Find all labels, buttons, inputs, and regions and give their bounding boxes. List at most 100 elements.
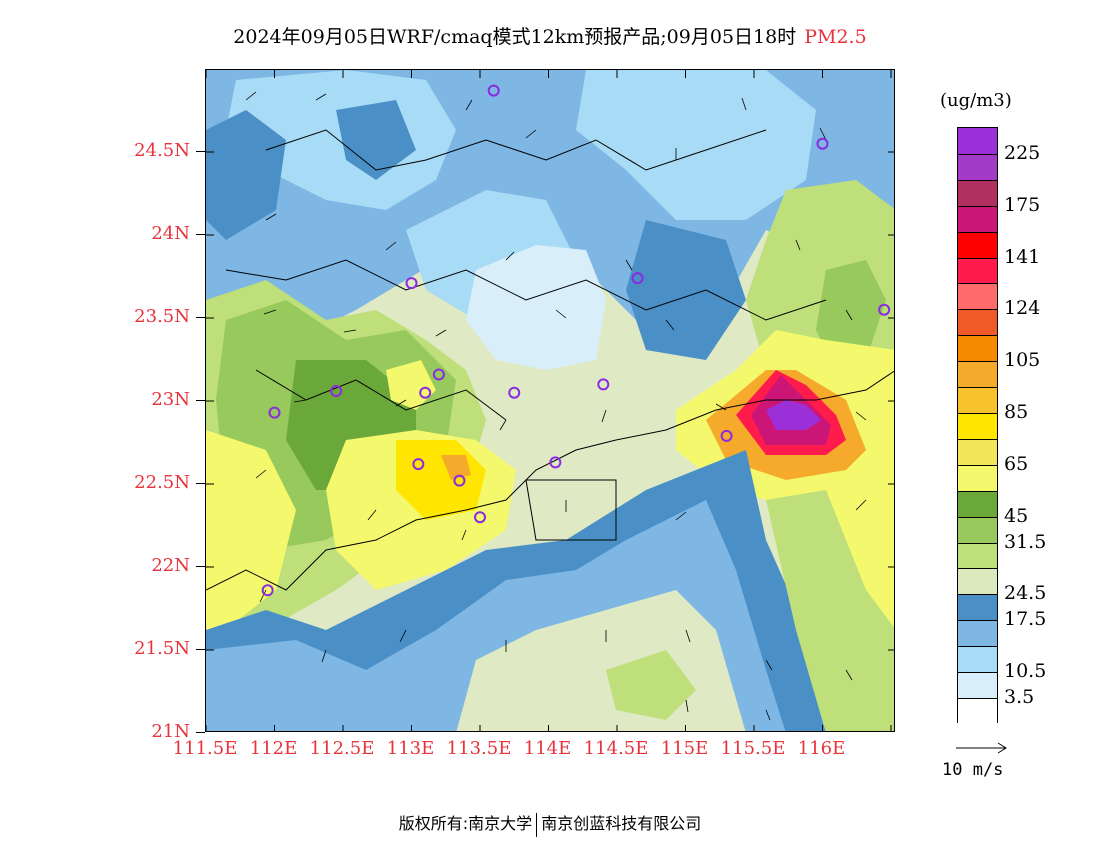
lat-label: 22.5N [134, 472, 190, 493]
station-marker [597, 378, 610, 391]
lat-label: 22N [151, 555, 190, 576]
colorbar-label: 65 [1004, 452, 1029, 475]
colorbar-swatch [958, 697, 997, 724]
north-blue-patch-2 [336, 100, 416, 180]
colorbar-swatch [958, 620, 997, 647]
colorbar-label: 17.5 [1004, 608, 1047, 631]
station-marker [549, 456, 562, 469]
station-marker [720, 429, 733, 442]
north-blue-patch-3 [626, 220, 746, 360]
colorbar-swatch [958, 309, 997, 336]
east-plume-belt [816, 440, 894, 629]
lat-tick [196, 400, 205, 401]
lat-label: 21.5N [134, 638, 190, 659]
station-marker [453, 474, 466, 487]
colorbar-swatch [958, 672, 997, 698]
lat-label: 24N [151, 223, 190, 244]
colorbar [957, 127, 998, 724]
north-light-blue-2 [576, 70, 816, 220]
title-main: 2024年09月05日WRF/cmaq模式12km预报产品;09月05日18时 [233, 26, 797, 48]
colorbar-label: 124 [1004, 297, 1041, 320]
station-marker [432, 368, 445, 381]
map-ticks [206, 70, 894, 731]
colorbar-swatch [958, 205, 997, 232]
coastlines [206, 129, 894, 591]
copyright-right: 南京创蓝科技有限公司 [541, 814, 702, 833]
chart-title: 2024年09月05日WRF/cmaq模式12km预报产品;09月05日18时 P… [0, 22, 1100, 49]
station-marker [631, 272, 644, 285]
east-purple-core [766, 400, 821, 430]
copyright-footer: 版权所有:南京大学 南京创蓝科技有限公司 [0, 810, 1100, 837]
colorbar-swatch [958, 335, 997, 362]
north-light-blue [226, 70, 456, 210]
lat-label: 23.5N [134, 306, 190, 327]
colorbar-label: 85 [1004, 401, 1029, 424]
north-blue-patch [206, 110, 286, 240]
colorbar-swatch [958, 464, 997, 491]
lat-label: 24.5N [134, 140, 190, 161]
colorbar-label: 10.5 [1004, 660, 1047, 683]
south-green-patch [606, 650, 696, 720]
lon-label: 116E [797, 738, 846, 759]
copyright-left: 版权所有:南京大学 [398, 814, 533, 833]
lat-label: 21N [151, 721, 190, 742]
colorbar-swatch [958, 128, 997, 154]
lon-label: 115E [660, 738, 709, 759]
lon-label: 115.5E [720, 738, 786, 759]
colorbar-swatch [958, 568, 997, 595]
colorbar-swatch [958, 153, 997, 180]
lat-tick [196, 566, 205, 567]
station-marker [405, 277, 418, 290]
lon-label: 112.5E [309, 738, 375, 759]
wind-reference-arrow [956, 742, 1007, 754]
colorbar-swatch [958, 516, 997, 543]
footer-separator [536, 812, 538, 837]
colorbar-label: 3.5 [1004, 686, 1035, 709]
colorbar-swatch [958, 542, 997, 569]
colorbar-label: 45 [1004, 504, 1029, 527]
lat-label: 23N [151, 389, 190, 410]
lat-tick [196, 732, 205, 733]
colorbar-unit: (ug/m3) [940, 90, 1012, 111]
station-marker [261, 584, 274, 597]
lon-label: 114.5E [583, 738, 649, 759]
lat-tick [196, 483, 205, 484]
lon-label: 113.5E [446, 738, 512, 759]
colorbar-swatch [958, 438, 997, 465]
colorbar-swatch [958, 257, 997, 284]
colorbar-swatch [958, 387, 997, 413]
lon-label: 114E [523, 738, 572, 759]
colorbar-swatch [958, 594, 997, 621]
station-markers [261, 84, 891, 597]
station-marker [474, 511, 486, 524]
station-marker [816, 137, 829, 150]
colorbar-swatch [958, 231, 997, 258]
station-marker [508, 386, 521, 399]
lat-tick [196, 234, 205, 235]
wind-reference-label: 10 m/s [942, 760, 1004, 780]
colorbar-label: 225 [1004, 141, 1041, 164]
lat-tick [196, 649, 205, 650]
colorbar-swatch [958, 283, 997, 310]
station-marker [330, 385, 343, 398]
colorbar-label: 175 [1004, 193, 1041, 216]
central-orange [441, 455, 471, 480]
station-marker [412, 458, 425, 471]
colorbar-label: 141 [1004, 245, 1041, 268]
pm25-map [205, 69, 895, 732]
colorbar-label: 105 [1004, 349, 1041, 372]
colorbar-label: 24.5 [1004, 582, 1047, 605]
central-pale-blue [466, 245, 606, 370]
colorbar-label: 31.5 [1004, 530, 1047, 553]
station-marker [419, 386, 432, 399]
pollutant-label: PM2.5 [804, 26, 867, 48]
west-yellow-coast [206, 430, 296, 630]
east-green-sea [766, 490, 894, 731]
lon-label: 111.5E [172, 738, 238, 759]
station-marker [487, 84, 500, 97]
colorbar-swatch [958, 646, 997, 673]
colorbar-swatch [958, 179, 997, 206]
colorbar-swatch [958, 412, 997, 439]
lat-tick [196, 151, 205, 152]
colorbar-swatch [958, 361, 997, 388]
